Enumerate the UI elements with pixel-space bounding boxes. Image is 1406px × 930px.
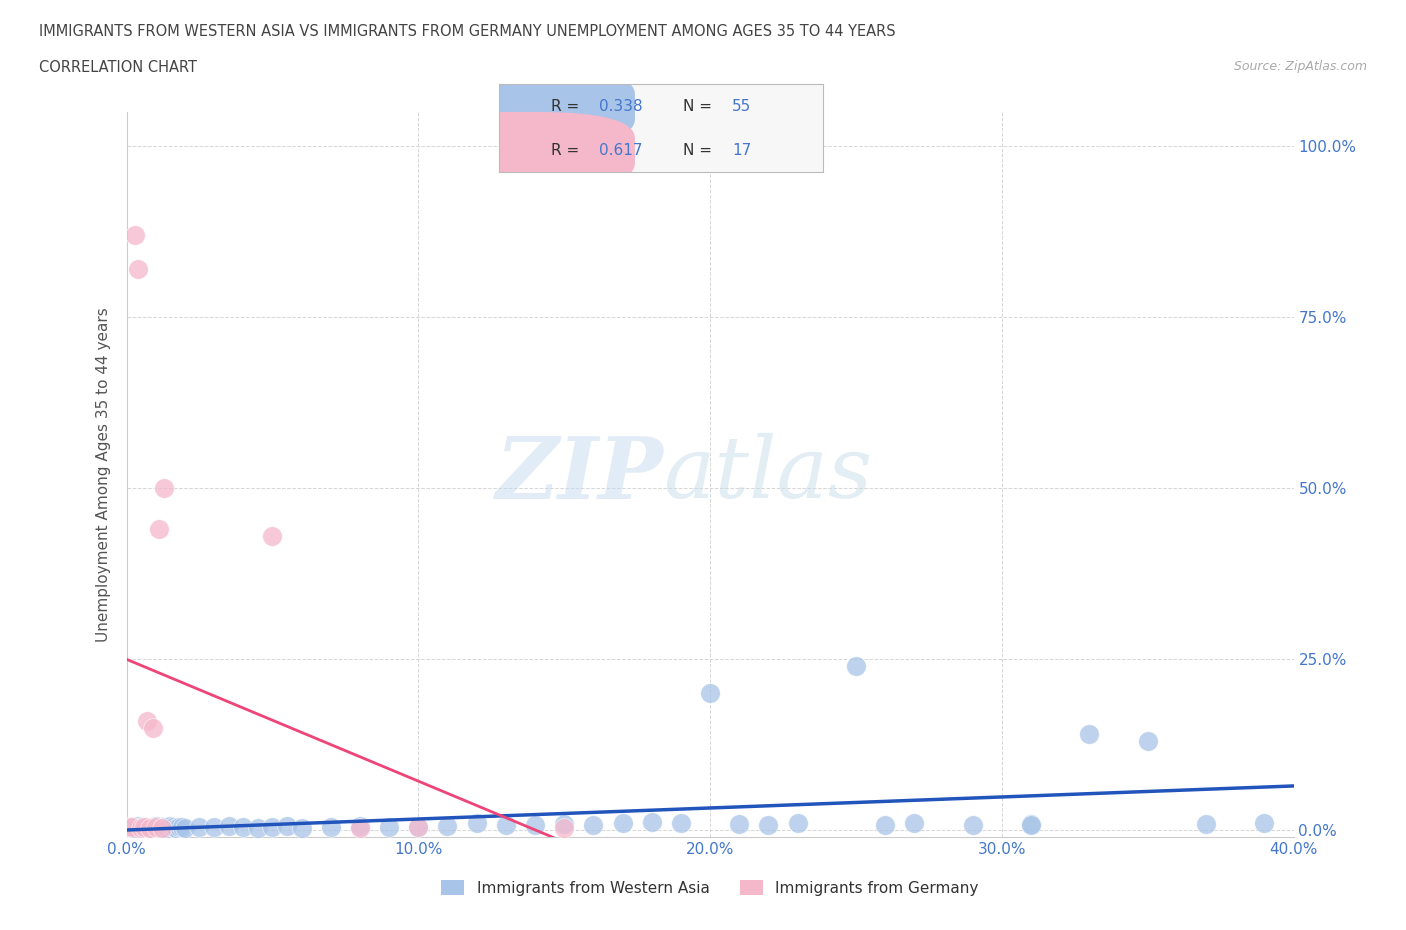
Point [1078, 727, 1101, 742]
Point [124, 821, 146, 836]
Point [132, 820, 155, 835]
Point [436, 818, 458, 833]
Point [669, 816, 692, 830]
Point [349, 820, 371, 835]
Point [1253, 816, 1275, 830]
Point [136, 713, 159, 728]
Point [699, 685, 721, 700]
Point [232, 819, 254, 834]
Point [132, 820, 155, 835]
Point [150, 820, 173, 835]
Point [875, 817, 897, 832]
Point [129, 820, 152, 835]
Text: 55: 55 [733, 99, 751, 113]
Text: N =: N = [683, 99, 717, 113]
Point [728, 817, 751, 831]
Point [118, 820, 141, 835]
Point [121, 820, 143, 835]
Point [142, 820, 165, 835]
Point [408, 820, 430, 835]
Point [612, 816, 634, 830]
Point [349, 818, 371, 833]
Point [495, 817, 517, 832]
Point [148, 522, 170, 537]
Point [124, 227, 146, 242]
Point [159, 818, 181, 833]
Text: atlas: atlas [664, 433, 873, 515]
Point [127, 818, 149, 833]
Point [553, 820, 575, 835]
Text: 17: 17 [733, 143, 751, 158]
Text: CORRELATION CHART: CORRELATION CHART [39, 60, 197, 75]
Text: N =: N = [683, 143, 717, 158]
Point [246, 820, 269, 835]
Text: 0.617: 0.617 [599, 143, 643, 158]
Y-axis label: Unemployment Among Ages 35 to 44 years: Unemployment Among Ages 35 to 44 years [96, 307, 111, 642]
Legend: Immigrants from Western Asia, Immigrants from Germany: Immigrants from Western Asia, Immigrants… [436, 873, 984, 902]
Point [262, 820, 284, 835]
Point [1136, 734, 1159, 749]
Point [129, 820, 152, 835]
FancyBboxPatch shape [412, 112, 636, 190]
Point [756, 817, 779, 832]
Point [118, 819, 141, 834]
Point [218, 818, 240, 833]
Point [170, 820, 193, 835]
Point [145, 818, 167, 833]
Point [156, 820, 179, 835]
Point [136, 819, 159, 834]
Point [465, 816, 488, 830]
Point [845, 658, 868, 673]
Point [153, 481, 176, 496]
Point [150, 819, 173, 834]
Point [276, 818, 298, 833]
Point [139, 820, 162, 835]
Point [142, 720, 165, 735]
Text: Source: ZipAtlas.com: Source: ZipAtlas.com [1233, 60, 1367, 73]
Point [1195, 817, 1218, 831]
Point [165, 820, 187, 835]
Point [262, 528, 284, 543]
Point [188, 819, 211, 834]
Point [524, 817, 547, 832]
Text: ZIP: ZIP [495, 432, 664, 516]
Point [319, 819, 342, 834]
Point [167, 819, 190, 834]
Point [127, 261, 149, 276]
Point [1019, 817, 1042, 832]
Text: IMMIGRANTS FROM WESTERN ASIA VS IMMIGRANTS FROM GERMANY UNEMPLOYMENT AMONG AGES : IMMIGRANTS FROM WESTERN ASIA VS IMMIGRAN… [39, 24, 896, 39]
Point [202, 820, 225, 835]
Point [378, 820, 401, 835]
Point [1019, 817, 1042, 831]
Point [145, 820, 167, 835]
Point [162, 820, 184, 835]
Text: R =: R = [551, 143, 583, 158]
Point [640, 815, 664, 830]
Text: 0.338: 0.338 [599, 99, 643, 113]
Point [153, 820, 176, 835]
Point [903, 816, 925, 830]
Point [121, 819, 143, 834]
Point [174, 820, 197, 835]
FancyBboxPatch shape [412, 68, 636, 146]
Point [148, 820, 170, 835]
Point [582, 817, 605, 832]
Point [290, 820, 312, 835]
Point [408, 819, 430, 834]
Point [962, 817, 984, 832]
Point [786, 816, 808, 830]
Point [553, 817, 575, 831]
Point [139, 821, 162, 836]
Text: R =: R = [551, 99, 583, 113]
